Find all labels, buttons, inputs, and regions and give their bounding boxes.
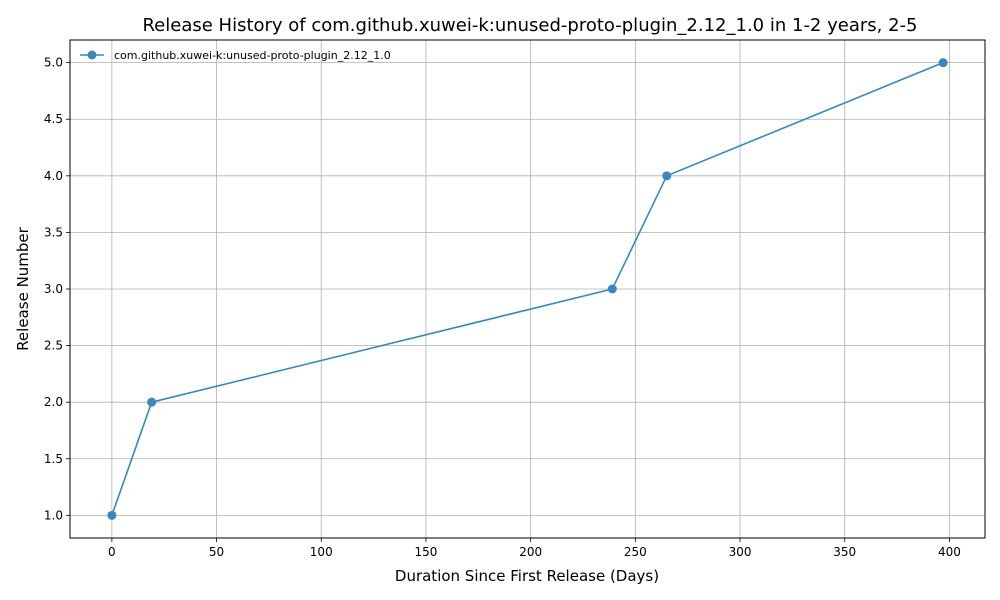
x-tick-label: 250 bbox=[624, 545, 647, 559]
data-point bbox=[938, 58, 948, 68]
data-point bbox=[662, 171, 672, 181]
x-tick-label: 350 bbox=[833, 545, 856, 559]
x-tick-label: 150 bbox=[414, 545, 437, 559]
legend-point-marker bbox=[87, 50, 97, 60]
data-point bbox=[147, 397, 157, 407]
data-point bbox=[107, 510, 117, 520]
x-tick-label: 0 bbox=[108, 545, 116, 559]
y-tick-label: 1.5 bbox=[44, 452, 63, 466]
y-axis-label: Release Number bbox=[14, 226, 32, 350]
y-tick-label: 4.5 bbox=[44, 112, 63, 126]
chart-title: Release History of com.github.xuwei-k:un… bbox=[142, 15, 917, 36]
x-tick-label: 50 bbox=[209, 545, 224, 559]
y-axis: 1.0 1.5 2.0 2.5 3.0 3.5 4.0 4.5 5.0 bbox=[44, 56, 70, 522]
legend-label: com.github.xuwei-k:unused-proto-plugin_2… bbox=[114, 49, 391, 62]
y-tick-label: 2.0 bbox=[44, 395, 63, 409]
legend: com.github.xuwei-k:unused-proto-plugin_2… bbox=[80, 49, 391, 62]
y-tick-label: 2.5 bbox=[44, 339, 63, 353]
x-tick-label: 200 bbox=[519, 545, 542, 559]
x-axis-label: Duration Since First Release (Days) bbox=[395, 567, 659, 585]
y-tick-label: 1.0 bbox=[44, 508, 63, 522]
x-axis: 0 50 100 150 200 250 300 350 400 bbox=[108, 538, 961, 559]
x-tick-label: 100 bbox=[310, 545, 333, 559]
x-tick-label: 300 bbox=[729, 545, 752, 559]
x-tick-label: 400 bbox=[938, 545, 961, 559]
series-layer bbox=[107, 58, 948, 520]
data-point bbox=[607, 284, 617, 294]
y-tick-label: 3.0 bbox=[44, 282, 63, 296]
y-tick-label: 3.5 bbox=[44, 225, 63, 239]
y-tick-label: 4.0 bbox=[44, 169, 63, 183]
grid bbox=[70, 40, 985, 538]
y-tick-label: 5.0 bbox=[44, 56, 63, 70]
